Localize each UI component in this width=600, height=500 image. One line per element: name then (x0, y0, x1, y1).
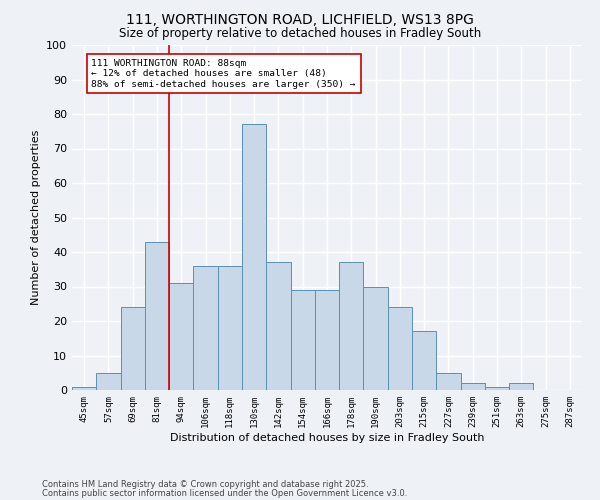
Text: Contains public sector information licensed under the Open Government Licence v3: Contains public sector information licen… (42, 488, 407, 498)
Bar (364, 286, 388, 390)
Bar (266, 262, 290, 390)
Bar (121, 307, 145, 390)
Y-axis label: Number of detached properties: Number of detached properties (31, 130, 41, 305)
Bar (218, 266, 242, 390)
Bar (461, 383, 485, 390)
Bar (436, 373, 461, 390)
Bar (169, 283, 193, 390)
Text: Size of property relative to detached houses in Fradley South: Size of property relative to detached ho… (119, 28, 481, 40)
Bar (242, 124, 266, 390)
Bar (509, 383, 533, 390)
Bar (290, 290, 315, 390)
Text: 111, WORTHINGTON ROAD, LICHFIELD, WS13 8PG: 111, WORTHINGTON ROAD, LICHFIELD, WS13 8… (126, 12, 474, 26)
Bar (412, 332, 436, 390)
Bar (96, 373, 121, 390)
Bar (315, 290, 339, 390)
X-axis label: Distribution of detached houses by size in Fradley South: Distribution of detached houses by size … (170, 432, 484, 442)
Bar (388, 307, 412, 390)
Text: Contains HM Land Registry data © Crown copyright and database right 2025.: Contains HM Land Registry data © Crown c… (42, 480, 368, 489)
Text: 111 WORTHINGTON ROAD: 88sqm
← 12% of detached houses are smaller (48)
88% of sem: 111 WORTHINGTON ROAD: 88sqm ← 12% of det… (91, 59, 356, 88)
Bar (339, 262, 364, 390)
Bar (72, 386, 96, 390)
Bar (485, 386, 509, 390)
Bar (193, 266, 218, 390)
Bar (145, 242, 169, 390)
